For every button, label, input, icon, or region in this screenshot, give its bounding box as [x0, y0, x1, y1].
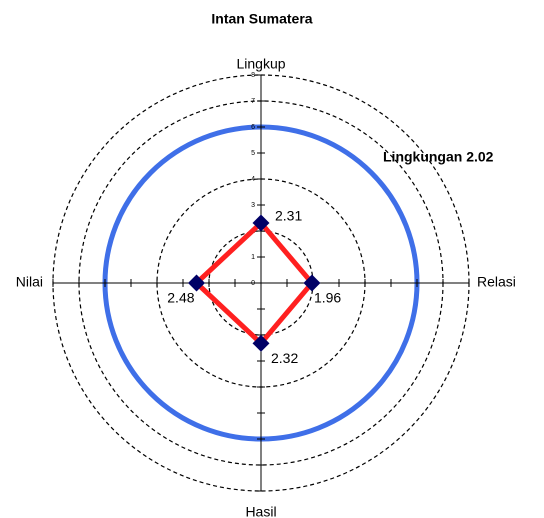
tick-label: 3: [251, 202, 255, 209]
axis-category-label: Relasi: [477, 274, 516, 290]
tick-label: 7: [251, 98, 255, 105]
tick-label: 1: [251, 254, 255, 261]
data-label: 2.31: [275, 208, 302, 224]
data-point: [252, 214, 270, 232]
chart-title: Intan Sumatera: [211, 11, 312, 27]
axis-category-label: Lingkup: [236, 56, 285, 72]
data-label: 1.96: [314, 290, 341, 306]
data-point: [188, 274, 206, 292]
tick-label: 6: [251, 124, 255, 131]
data-label: 2.32: [271, 350, 298, 366]
tick-label: 8: [251, 72, 255, 79]
data-label: 2.48: [167, 290, 194, 306]
annotation: Lingkungan 2.02: [383, 149, 494, 165]
data-point: [252, 334, 270, 352]
axis-category-label: Nilai: [16, 274, 43, 290]
tick-label: 0: [251, 280, 255, 287]
tick-label: 5: [251, 150, 255, 157]
data-point: [303, 274, 321, 292]
axis-category-label: Hasil: [245, 504, 276, 518]
tick-label: 4: [251, 176, 255, 183]
